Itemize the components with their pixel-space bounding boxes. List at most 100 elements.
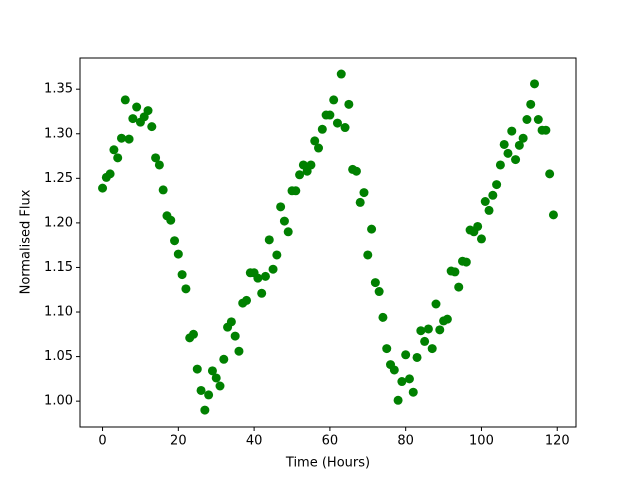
point	[234, 346, 244, 356]
x-tick-label: 20	[170, 434, 187, 449]
point	[507, 126, 517, 136]
point	[351, 166, 361, 176]
point	[541, 125, 551, 135]
point	[226, 317, 236, 327]
point	[435, 325, 445, 335]
point	[416, 326, 426, 336]
point	[454, 282, 464, 292]
point	[401, 350, 411, 360]
point	[363, 250, 373, 260]
x-tick-label: 100	[469, 434, 494, 449]
point	[276, 202, 286, 212]
point	[526, 99, 536, 109]
point	[545, 169, 555, 179]
point	[325, 110, 335, 120]
y-tick-label: 1.10	[44, 305, 73, 320]
point	[480, 197, 490, 206]
point	[291, 186, 301, 196]
point	[116, 133, 126, 143]
point	[522, 115, 532, 124]
y-tick-label: 1.20	[44, 215, 73, 230]
point	[105, 169, 115, 179]
point	[511, 155, 521, 165]
point	[518, 133, 528, 143]
point	[204, 390, 214, 400]
point	[495, 160, 505, 170]
point	[151, 153, 161, 163]
point	[492, 180, 502, 190]
point	[242, 295, 252, 305]
point	[548, 210, 558, 220]
point	[461, 257, 471, 267]
point	[397, 377, 407, 387]
point	[124, 134, 134, 144]
point	[268, 264, 278, 274]
point	[450, 267, 460, 277]
point	[374, 287, 384, 297]
point	[272, 250, 282, 260]
y-axis-label: Normalised Flux	[19, 189, 34, 294]
point	[533, 115, 543, 124]
x-axis-label: Time (Hours)	[285, 456, 370, 471]
plot-frame	[79, 57, 577, 428]
point	[306, 160, 316, 170]
point	[219, 354, 229, 364]
point	[128, 114, 138, 124]
point	[207, 366, 217, 376]
point	[344, 99, 354, 109]
y-tick-label: 1.30	[44, 126, 73, 141]
point	[514, 140, 524, 150]
point	[442, 314, 452, 324]
point	[317, 124, 327, 134]
point	[404, 374, 414, 384]
point	[98, 183, 108, 193]
point	[499, 139, 509, 149]
point	[177, 270, 187, 280]
point	[295, 170, 305, 180]
point	[170, 236, 180, 246]
point	[367, 224, 377, 234]
point	[230, 331, 240, 341]
point	[476, 234, 486, 244]
point	[181, 284, 191, 294]
x-tick-label: 40	[246, 434, 263, 449]
point	[473, 221, 483, 231]
point	[370, 278, 380, 288]
point	[420, 336, 430, 346]
y-tick-label: 1.00	[44, 394, 73, 409]
point	[143, 106, 153, 116]
point	[188, 329, 198, 339]
point	[332, 118, 342, 128]
point	[389, 365, 399, 375]
point	[113, 153, 123, 163]
point	[427, 344, 437, 354]
point	[264, 235, 274, 245]
point	[393, 395, 403, 405]
point	[215, 381, 225, 391]
point	[340, 123, 350, 133]
point	[257, 288, 267, 298]
point	[329, 95, 339, 105]
point	[408, 387, 418, 397]
point	[310, 136, 320, 146]
point	[147, 122, 157, 132]
point	[158, 185, 168, 195]
point	[154, 160, 164, 170]
y-tick-label: 1.05	[44, 349, 73, 364]
point	[253, 273, 263, 283]
point	[283, 227, 293, 237]
x-tick-label: 60	[322, 434, 339, 449]
x-tick-label: 80	[397, 434, 414, 449]
point	[192, 364, 202, 374]
point	[503, 148, 513, 158]
point	[382, 344, 392, 354]
x-tick-label: 120	[545, 434, 570, 449]
point	[423, 324, 433, 334]
point	[173, 249, 183, 259]
point	[488, 190, 498, 200]
point	[211, 373, 221, 383]
point	[166, 215, 176, 225]
point	[412, 352, 422, 362]
